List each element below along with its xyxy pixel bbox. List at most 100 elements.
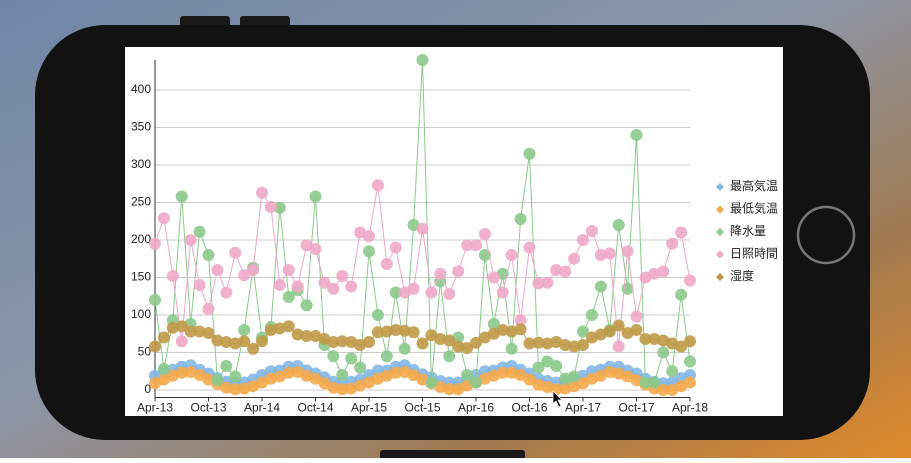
y-tick-label: 0 xyxy=(144,382,151,396)
data-point xyxy=(175,320,188,333)
x-tick-label: Oct-13 xyxy=(190,401,226,415)
data-point xyxy=(193,225,206,238)
data-point xyxy=(684,274,696,287)
data-point xyxy=(470,239,482,252)
data-point xyxy=(577,339,589,351)
data-point xyxy=(354,361,367,374)
data-point xyxy=(416,54,429,66)
x-tick-label: Oct-16 xyxy=(511,401,547,415)
data-point xyxy=(487,271,500,284)
data-point xyxy=(291,280,304,293)
data-point xyxy=(193,325,206,338)
data-point xyxy=(389,324,402,336)
data-point xyxy=(247,264,260,276)
data-point xyxy=(193,279,206,291)
data-point xyxy=(336,383,349,396)
data-point xyxy=(523,337,536,350)
data-point xyxy=(220,360,233,372)
data-point xyxy=(630,310,643,323)
data-point xyxy=(675,288,688,301)
data-point xyxy=(318,276,331,289)
home-button[interactable] xyxy=(796,205,856,265)
data-point xyxy=(568,340,581,353)
legend-marker xyxy=(716,228,724,236)
data-point xyxy=(443,288,456,300)
data-point xyxy=(336,335,349,348)
data-point xyxy=(416,222,429,235)
data-point xyxy=(514,369,527,381)
y-tick-label: 50 xyxy=(138,345,152,359)
data-point xyxy=(532,361,545,374)
data-point xyxy=(541,337,554,350)
data-point xyxy=(345,352,358,365)
data-point xyxy=(559,339,572,351)
data-point xyxy=(327,350,340,363)
data-point xyxy=(389,366,402,379)
data-point xyxy=(443,350,456,363)
data-point xyxy=(461,239,474,252)
legend-label: 日照時間 xyxy=(730,247,778,261)
data-point xyxy=(398,342,411,355)
legend-marker xyxy=(716,183,724,191)
data-point xyxy=(594,249,607,261)
data-point xyxy=(371,179,384,192)
data-point xyxy=(461,369,474,381)
data-point xyxy=(523,373,536,386)
data-point xyxy=(380,325,393,338)
data-point xyxy=(630,324,643,336)
x-tick-label: Apr-14 xyxy=(244,401,280,415)
data-point xyxy=(220,336,233,348)
data-point xyxy=(443,334,456,347)
data-point xyxy=(523,241,536,254)
data-point xyxy=(550,360,563,372)
data-point xyxy=(541,355,554,368)
y-tick-label: 300 xyxy=(131,157,151,171)
data-point xyxy=(247,342,260,355)
data-point xyxy=(470,336,482,349)
data-point xyxy=(657,346,670,359)
data-point xyxy=(568,370,581,383)
x-tick-label: Oct-17 xyxy=(618,401,654,415)
data-point xyxy=(505,249,518,261)
y-tick-label: 350 xyxy=(131,120,151,134)
x-tick-label: Apr-13 xyxy=(137,401,173,415)
data-point xyxy=(416,337,429,350)
legend-marker xyxy=(716,273,724,281)
side-button xyxy=(380,450,525,460)
data-point xyxy=(327,282,340,295)
data-point xyxy=(577,377,589,390)
data-point xyxy=(175,366,188,379)
data-point xyxy=(211,334,224,347)
legend-label: 最高気温 xyxy=(730,178,778,193)
data-point xyxy=(657,384,670,396)
data-point xyxy=(389,241,402,254)
data-point xyxy=(309,243,322,255)
data-point xyxy=(398,324,411,337)
data-point xyxy=(568,252,581,265)
data-point xyxy=(363,230,375,243)
data-point xyxy=(603,366,616,378)
data-point xyxy=(407,369,420,381)
data-point xyxy=(612,219,625,231)
data-point xyxy=(166,270,179,282)
data-point xyxy=(336,270,349,282)
x-tick-label: Apr-16 xyxy=(458,401,494,415)
data-point xyxy=(318,377,331,390)
y-tick-label: 150 xyxy=(131,270,151,284)
data-point xyxy=(407,282,420,295)
data-point xyxy=(559,265,572,278)
data-point xyxy=(175,335,188,348)
data-point xyxy=(327,381,340,394)
data-point xyxy=(470,376,482,389)
data-point xyxy=(425,376,438,389)
data-point xyxy=(229,246,242,259)
data-point xyxy=(603,247,616,260)
x-tick-label: Apr-15 xyxy=(351,401,387,415)
y-tick-label: 250 xyxy=(131,195,151,209)
data-point xyxy=(684,355,696,368)
data-point xyxy=(612,340,625,353)
data-point xyxy=(487,318,500,330)
chart: 0 50 100 150 200 250 300 350 400 Apr-13 Oct-13 Apr-… xyxy=(131,54,778,415)
data-point xyxy=(202,249,215,261)
data-point xyxy=(282,291,295,303)
